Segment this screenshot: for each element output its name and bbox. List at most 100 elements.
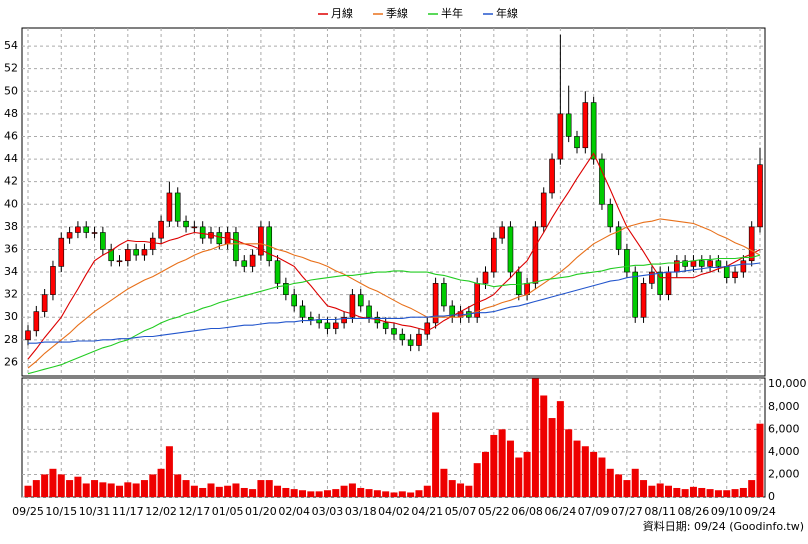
candle-body: [41, 294, 48, 312]
candle-body: [216, 232, 223, 245]
volume-bar: [182, 480, 190, 497]
y-tick-label: 36: [4, 242, 18, 255]
candle-body: [233, 232, 239, 262]
volume-bar: [398, 491, 406, 497]
candle-body: [66, 232, 73, 239]
candle-body: [665, 271, 672, 295]
candle-body: [565, 113, 572, 137]
volume-bar: [66, 480, 74, 497]
candle-body: [308, 316, 314, 320]
candle-body: [125, 249, 131, 262]
y-tick-label: 34: [4, 265, 18, 278]
legend-label: 半年: [441, 6, 463, 20]
footer: 資料日期: 09/24 (Goodinfo.tw): [643, 519, 804, 533]
volume-bar: [615, 474, 623, 497]
candle-body: [349, 294, 356, 318]
candle-body: [615, 226, 622, 250]
candle-body: [108, 249, 114, 262]
volume-bar: [74, 476, 82, 497]
x-tick-label: 08/11: [644, 505, 676, 518]
volume-bar: [32, 480, 40, 497]
candle-body: [324, 322, 331, 329]
candle-body: [723, 266, 730, 279]
volume-bar: [648, 485, 656, 497]
volume-bar: [407, 492, 415, 497]
candle-body: [399, 333, 406, 341]
x-tick-label: 04/02: [378, 505, 410, 518]
volume-bar: [548, 418, 556, 497]
volume-bar: [132, 483, 140, 497]
candle-body: [332, 322, 339, 329]
candle-body: [748, 226, 755, 262]
y-tick-label: 30: [4, 310, 18, 323]
volume-bar: [723, 490, 731, 497]
candle-body: [424, 322, 431, 335]
volume-bar: [698, 487, 706, 497]
candle-body: [133, 249, 139, 256]
volume-bar: [565, 429, 573, 497]
x-tick-label: 06/24: [545, 505, 577, 518]
x-tick-label: 06/08: [511, 505, 543, 518]
volume-bar: [482, 451, 489, 497]
volume-bar: [465, 485, 473, 497]
y-tick-label: 48: [4, 107, 18, 120]
volume-bar: [440, 468, 448, 497]
candle-body: [549, 158, 555, 194]
volume-tick-label: 6,000: [768, 422, 800, 435]
volume-bar: [448, 480, 456, 497]
candle-body: [499, 226, 505, 239]
y-tick-label: 26: [4, 355, 18, 368]
candle-body: [258, 226, 264, 256]
candle-body: [640, 283, 647, 318]
volume-bar: [415, 490, 423, 497]
ma-line: [27, 152, 761, 360]
candle-body: [116, 260, 123, 263]
candle-body: [732, 271, 738, 279]
volume-tick-label: 10,000: [768, 377, 807, 390]
volume-bar: [490, 434, 498, 497]
candle-body: [58, 237, 65, 267]
y-tick-label: 32: [4, 288, 18, 301]
candle-body: [532, 226, 539, 284]
candle-body: [682, 260, 688, 267]
candle-body: [649, 271, 655, 284]
volume-bar: [165, 446, 173, 497]
legend: 月線 季線 半年 年線: [318, 6, 518, 20]
ma-line: [27, 254, 761, 375]
ma-line: [28, 262, 761, 344]
y-tick-label: 46: [4, 129, 18, 142]
x-tick-label: 04/21: [411, 505, 443, 518]
x-tick-label: 01/20: [245, 505, 277, 518]
volume-bar: [606, 468, 614, 497]
candle-body: [341, 316, 347, 324]
candle-body: [266, 226, 273, 262]
volume-bar: [124, 482, 132, 497]
candle-body: [366, 305, 372, 318]
candle-body: [83, 226, 90, 233]
volume-bar: [91, 480, 99, 497]
volume-bar: [756, 423, 764, 497]
candle-body: [632, 271, 639, 318]
x-tick-label: 08/26: [678, 505, 710, 518]
x-tick-label: 03/18: [345, 505, 377, 518]
volume-bar: [531, 378, 539, 497]
volume-bar: [232, 483, 240, 497]
volume-bar: [332, 489, 340, 497]
candle-body: [416, 333, 422, 346]
y-tick-label: 52: [4, 62, 18, 75]
volume-bar: [49, 468, 57, 497]
x-tick-label: 07/27: [611, 505, 643, 518]
volume-bar: [373, 490, 381, 497]
volume-bar: [107, 483, 115, 497]
volume-bar: [631, 468, 639, 497]
volume-tick-label: 4,000: [768, 445, 800, 458]
volume-bar: [340, 485, 348, 497]
x-tick-label: 09/25: [12, 505, 44, 518]
candle-body: [599, 158, 605, 205]
x-tick-label: 11/17: [112, 505, 144, 518]
volume-bar: [249, 489, 257, 497]
candle-body: [540, 192, 547, 228]
x-tick-label: 12/02: [145, 505, 177, 518]
